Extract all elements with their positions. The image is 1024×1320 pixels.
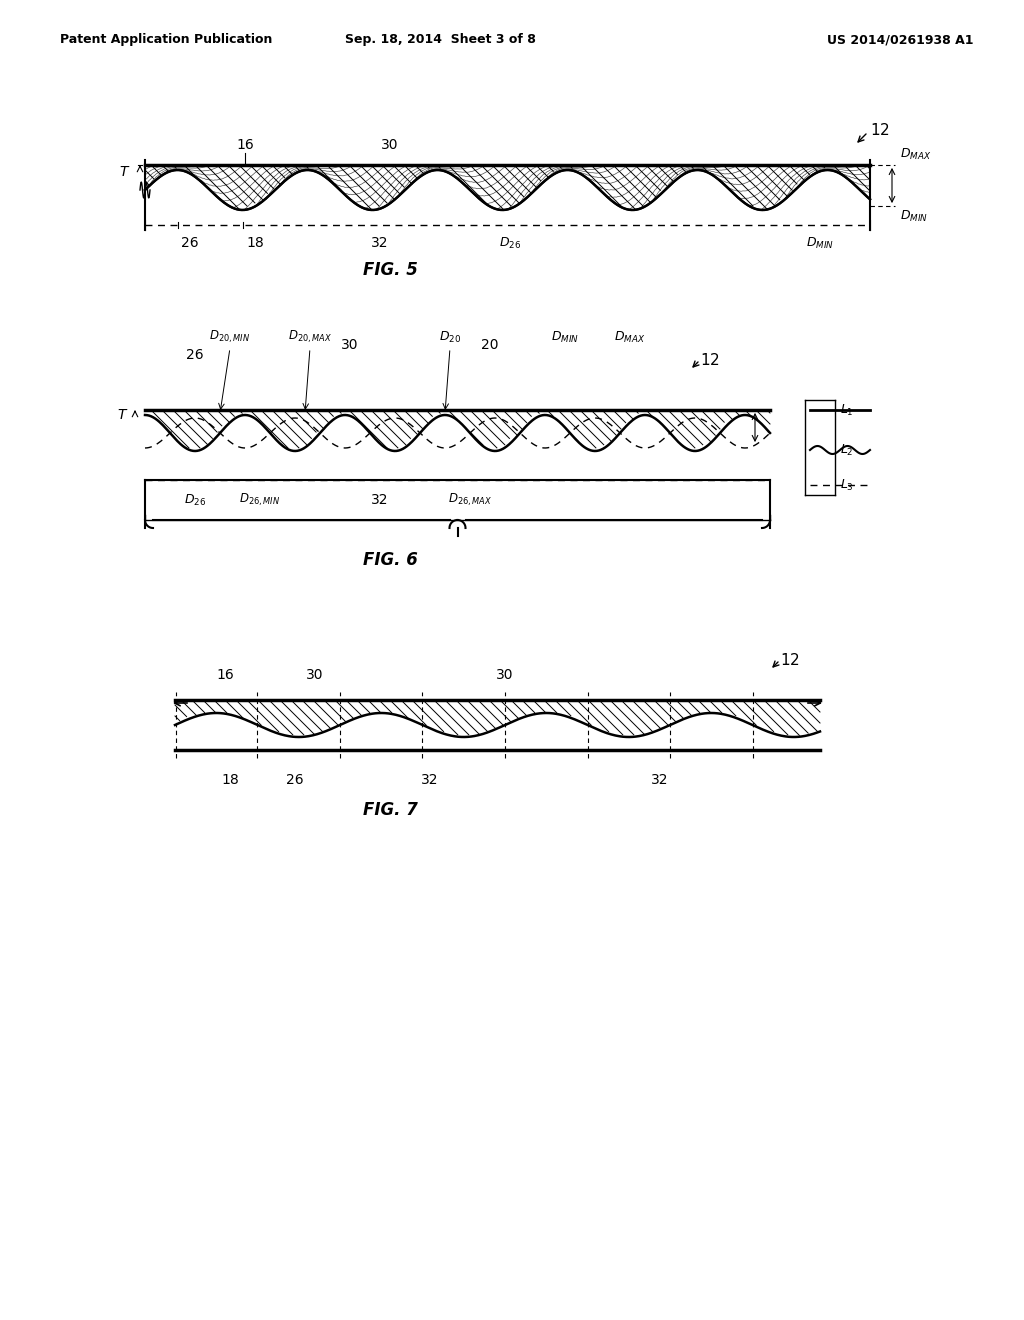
Text: 32: 32 xyxy=(651,774,669,787)
Text: $L_3$: $L_3$ xyxy=(840,478,854,492)
Text: FIG. 5: FIG. 5 xyxy=(362,261,418,279)
Text: $D_{MIN}$: $D_{MIN}$ xyxy=(806,235,834,251)
Text: $D_{20}$: $D_{20}$ xyxy=(439,330,461,345)
Text: 32: 32 xyxy=(372,236,389,249)
Text: 30: 30 xyxy=(381,139,398,152)
Text: 16: 16 xyxy=(237,139,254,152)
Text: 18: 18 xyxy=(221,774,239,787)
Text: 30: 30 xyxy=(341,338,358,352)
Text: 16: 16 xyxy=(216,668,233,682)
Text: $L_1$: $L_1$ xyxy=(840,403,854,417)
Text: $T$: $T$ xyxy=(117,408,128,422)
Text: 18: 18 xyxy=(246,236,264,249)
Text: $\it{12}$: $\it{12}$ xyxy=(780,652,800,668)
Text: 32: 32 xyxy=(372,492,389,507)
Text: $D_{MAX}$: $D_{MAX}$ xyxy=(900,147,931,162)
Text: $D_{20,MIN}$: $D_{20,MIN}$ xyxy=(209,329,251,345)
Text: $D_{26,MAX}$: $D_{26,MAX}$ xyxy=(447,492,493,508)
Text: 30: 30 xyxy=(306,668,324,682)
Text: 30: 30 xyxy=(497,668,514,682)
Text: 26: 26 xyxy=(181,236,199,249)
Text: 26: 26 xyxy=(286,774,304,787)
Text: 26: 26 xyxy=(186,348,204,362)
Text: $D_{MIN}$: $D_{MIN}$ xyxy=(900,209,928,224)
Text: 32: 32 xyxy=(421,774,438,787)
Text: $D_{26,MIN}$: $D_{26,MIN}$ xyxy=(240,492,281,508)
Text: $T$: $T$ xyxy=(119,165,130,180)
Text: Sep. 18, 2014  Sheet 3 of 8: Sep. 18, 2014 Sheet 3 of 8 xyxy=(344,33,536,46)
Text: 20: 20 xyxy=(481,338,499,352)
Polygon shape xyxy=(145,165,870,210)
Text: $D_{20,MAX}$: $D_{20,MAX}$ xyxy=(288,329,332,345)
Text: $D_{MIN}$: $D_{MIN}$ xyxy=(551,330,579,345)
Text: $D_{26}$: $D_{26}$ xyxy=(184,492,206,508)
Text: Patent Application Publication: Patent Application Publication xyxy=(60,33,272,46)
Text: $\it{12}$: $\it{12}$ xyxy=(870,121,890,139)
Text: FIG. 7: FIG. 7 xyxy=(362,801,418,818)
Text: FIG. 6: FIG. 6 xyxy=(362,550,418,569)
Text: $\it{12}$: $\it{12}$ xyxy=(700,352,720,368)
Text: $D_{MAX}$: $D_{MAX}$ xyxy=(614,330,646,345)
Text: $D_{26}$: $D_{26}$ xyxy=(499,235,521,251)
Text: US 2014/0261938 A1: US 2014/0261938 A1 xyxy=(826,33,973,46)
Text: $L_2$: $L_2$ xyxy=(840,442,854,458)
